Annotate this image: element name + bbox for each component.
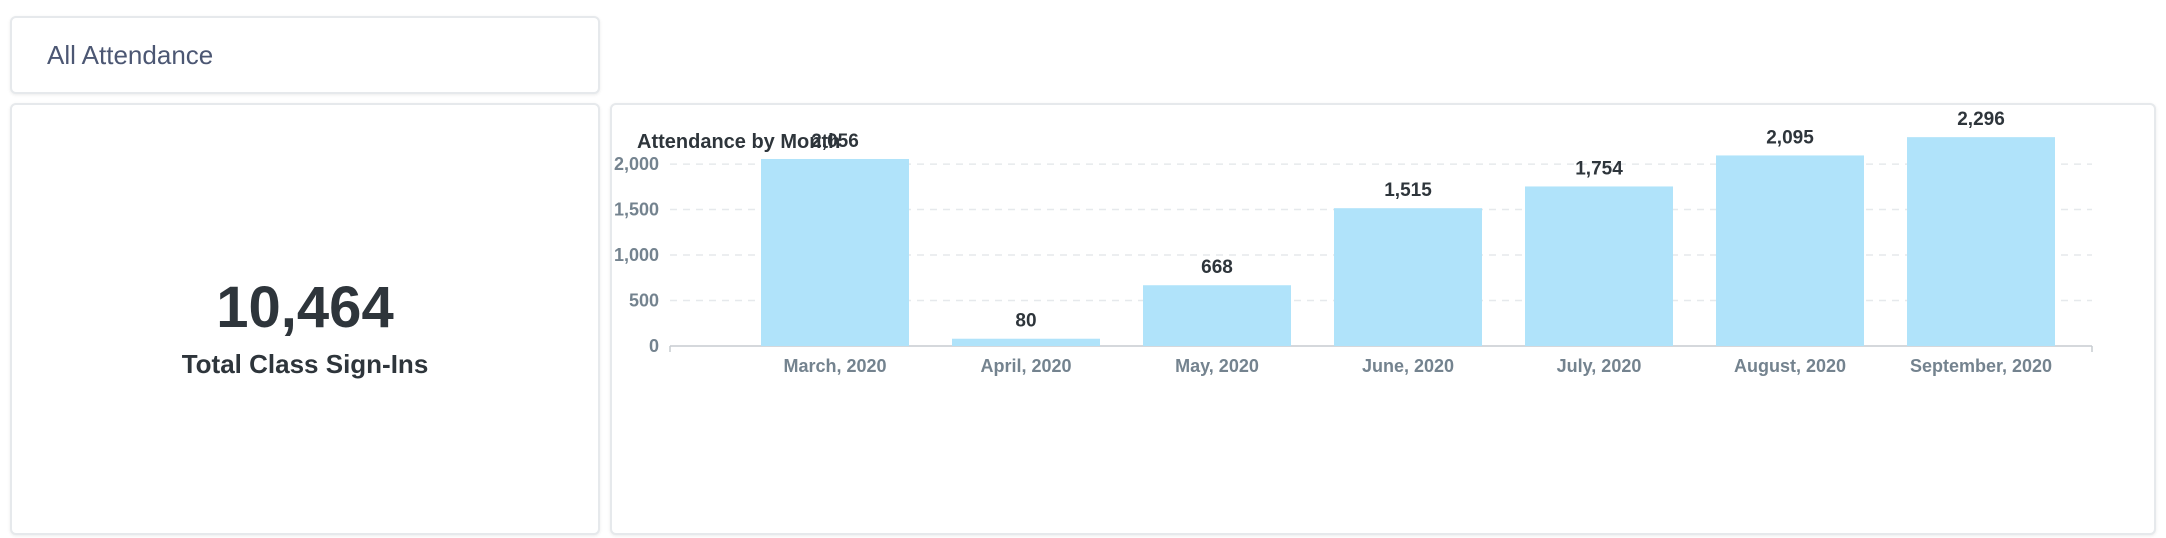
y-tick-label: 500: [629, 291, 659, 311]
x-tick-label: August, 2020: [1734, 356, 1846, 376]
y-tick-label: 0: [649, 336, 659, 356]
bar[interactable]: [1716, 155, 1864, 346]
chart-title: Attendance by Month: [637, 131, 841, 153]
bar[interactable]: [1143, 285, 1291, 346]
data-label: 668: [1201, 257, 1233, 278]
data-label: 2,056: [811, 131, 859, 152]
data-label: 1,515: [1384, 180, 1432, 201]
bar-chart: 0 500 1,000 1,500 2,000 2,056 March, 2020 80 Apr…: [614, 109, 2093, 376]
kpi-card[interactable]: 10,464 Total Class Sign-Ins: [10, 103, 600, 535]
x-tick-label: July, 2020: [1557, 356, 1642, 376]
x-tick-label: March, 2020: [783, 356, 886, 376]
x-tick-label: April, 2020: [980, 356, 1071, 376]
bar[interactable]: [952, 338, 1100, 346]
chart-card[interactable]: Attendance by Month 0 500 1,000 1,500 2,000 2…: [610, 103, 2156, 535]
data-label: 1,754: [1575, 158, 1623, 179]
y-tick-label: 1,000: [614, 245, 659, 265]
x-tick-label: June, 2020: [1362, 356, 1454, 376]
y-tick-label: 2,000: [614, 154, 659, 174]
kpi-value: 10,464: [216, 274, 394, 340]
bar[interactable]: [1334, 208, 1482, 346]
bar[interactable]: [1525, 186, 1673, 346]
bar[interactable]: [1907, 137, 2055, 346]
dashboard-title: All Attendance: [47, 39, 214, 70]
data-label: 2,296: [1957, 109, 2005, 130]
data-label: 80: [1015, 311, 1036, 332]
data-label: 2,095: [1766, 127, 1814, 148]
bar[interactable]: [761, 158, 909, 346]
kpi-label: Total Class Sign-Ins: [181, 348, 429, 379]
kpi-content: 10,464 Total Class Sign-Ins: [12, 105, 598, 533]
y-tick-label: 1,500: [614, 200, 659, 220]
x-tick-label: September, 2020: [1910, 356, 2052, 376]
x-tick-label: May, 2020: [1175, 356, 1259, 376]
title-card: All Attendance: [10, 16, 600, 94]
